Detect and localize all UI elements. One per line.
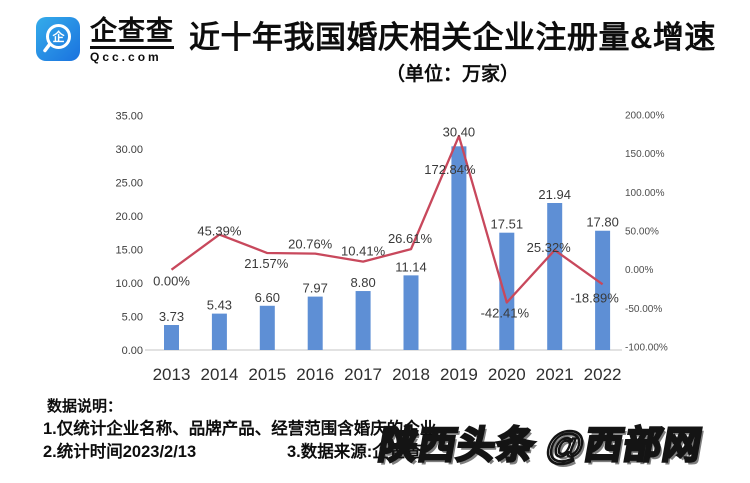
growth-rate-label: -18.89% [570,290,619,305]
y-right-tick: 50.00% [625,227,659,238]
bar-2014 [211,313,227,350]
bar-value-label: 5.43 [207,298,232,313]
bar-value-label: 6.60 [255,290,280,305]
growth-rate-label: 172.84% [424,162,476,177]
logo-text: 企查查 Qcc.com [90,17,174,64]
x-axis-year-label: 2019 [440,365,478,384]
growth-rate-label: 26.61% [388,231,433,246]
growth-rate-label: 20.76% [288,237,333,252]
x-axis-year-label: 2017 [344,365,382,384]
y-left-tick: 5.00 [122,312,143,324]
y-right-tick: 200.00% [625,111,665,122]
y-left-tick: 15.00 [115,245,143,257]
bar-2021 [547,203,563,350]
x-axis-year-label: 2013 [153,365,191,384]
bar-value-label: 30.40 [443,124,476,139]
x-axis-year-label: 2018 [392,365,430,384]
qcc-logo: 企 企查查 Qcc.com [36,17,174,64]
bar-2015 [259,305,275,350]
growth-rate-label: 21.57% [244,256,289,271]
brand-domain: Qcc.com [90,50,162,65]
growth-rate-line [170,134,604,304]
unit-subtitle: （单位：万家） [385,63,519,85]
x-axis-year-label: 2014 [200,365,238,384]
x-axis-year-label: 2016 [296,365,334,384]
bar-2018 [403,275,419,350]
growth-rate-label: 10.41% [341,244,386,259]
note-stat-date: 2.统计时间2023/2/13 [43,443,197,461]
x-axis-year-label: 2020 [488,365,526,384]
y-left-tick: 30.00 [115,144,143,156]
bar-2019 [451,146,467,350]
y-right-tick: -100.00% [625,343,668,354]
watermark-shaanxi-toutiao: 陕西头条 @西部网 [374,424,707,469]
growth-rate-label: 25.32% [527,240,572,255]
bar-value-label: 8.80 [350,275,375,290]
growth-rate-label: -42.41% [481,305,530,320]
bar-value-label: 17.51 [491,217,524,232]
y-left-tick: 20.00 [115,211,143,223]
y-right-tick: 100.00% [625,188,665,199]
y-left-tick: 0.00 [122,345,143,357]
bar-value-label: 11.14 [395,259,427,274]
notes-heading: 数据说明： [47,398,123,415]
svg-text:企: 企 [51,29,65,44]
bar-value-label: 21.94 [538,187,571,202]
y-right-tick: -50.00% [625,304,662,315]
y-right-tick: 150.00% [625,149,665,160]
registration-growth-combo-chart: 0.00 5.00 10.00 15.00 20.00 25.00 30.00 35.00 -1… [115,111,668,385]
growth-rate-label: 0.00% [153,274,190,289]
qcc-magnifier-icon: 企 [36,17,80,61]
brand-name: 企查查 [90,17,174,50]
y-right-tick: 0.00% [625,265,653,276]
y-left-tick: 35.00 [115,111,143,123]
bar-2020 [499,232,515,350]
note-scope: 1.仅统计企业名称、品牌产品、经营范围含婚庆的企业 [43,420,437,438]
y-left-tick: 25.00 [115,178,143,190]
title-block: 近十年我国婚庆相关企业注册量&增速 （单位：万家） [180,20,725,86]
bar-2022 [595,230,611,350]
bar-2016 [307,296,323,350]
bar-value-label: 17.80 [586,215,619,230]
bar-value-label: 3.73 [159,309,184,324]
growth-rate-label: 45.39% [197,224,242,239]
bar-2013 [164,325,179,350]
x-axis-year-label: 2015 [248,365,286,384]
y-left-tick: 10.00 [115,278,143,290]
bar-2017 [355,291,371,350]
x-axis-year-label: 2022 [584,365,622,384]
page-title: 近十年我国婚庆相关企业注册量&增速 [189,20,716,55]
bar-value-label: 7.97 [303,281,328,296]
x-axis-year-label: 2021 [536,365,574,384]
